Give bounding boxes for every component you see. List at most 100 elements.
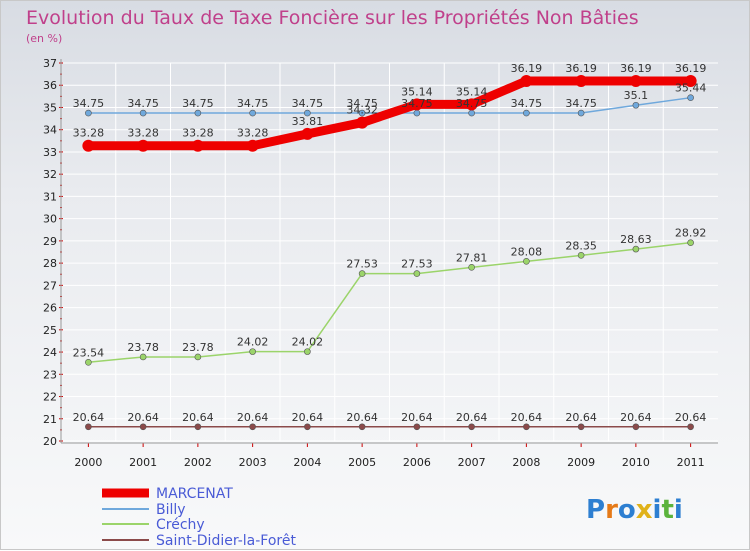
data-point [523, 423, 530, 431]
legend-label-cr-chy: Créchy [156, 517, 205, 533]
data-label: 27.53 [401, 258, 433, 271]
data-label: 20.64 [565, 411, 597, 424]
data-point [577, 252, 585, 259]
data-label: 33.81 [292, 115, 324, 128]
data-label: 23.78 [127, 341, 159, 354]
data-label: 36.19 [620, 62, 652, 75]
data-label: 34.75 [182, 97, 214, 110]
data-label: 33.28 [237, 127, 269, 140]
data-point [194, 423, 202, 431]
data-point [687, 423, 694, 431]
data-point [356, 116, 369, 129]
y-tick-label: 25 [43, 324, 57, 337]
data-label: 34.75 [565, 97, 597, 110]
data-label: 34.75 [346, 97, 378, 110]
data-point [82, 139, 95, 152]
data-point [632, 423, 640, 431]
y-tick-label: 36 [43, 79, 57, 92]
data-label: 23.54 [73, 346, 105, 359]
data-label: 20.64 [237, 411, 269, 424]
series-layer [82, 75, 697, 431]
logo-text: Proxiti [586, 495, 683, 525]
data-point [249, 109, 256, 117]
x-tick-label: 2009 [567, 456, 595, 469]
x-tick-label: 2001 [129, 456, 157, 469]
chart-title: Evolution du Taux de Taxe Foncière sur l… [26, 7, 639, 29]
data-point [468, 264, 475, 271]
series-saint-didier-la-for-t [85, 423, 694, 431]
data-label: 34.32 [346, 104, 378, 117]
data-point [358, 109, 366, 117]
data-label: 20.64 [182, 411, 214, 424]
data-labels: 34.75 34.75 34.75 34.75 34.75 34.75 34.75 34.75… [73, 62, 707, 424]
y-tick-label: 30 [43, 213, 57, 226]
data-point [629, 75, 642, 88]
data-label: 34.75 [73, 97, 105, 110]
y-tick-label: 33 [43, 146, 57, 159]
data-point [687, 94, 694, 101]
data-label: 34.75 [292, 97, 324, 110]
data-point [358, 423, 366, 431]
series-cr-chy [85, 239, 694, 366]
data-label: 28.63 [620, 233, 652, 246]
legend-label-billy: Billy [156, 502, 186, 518]
y-tick-label: 37 [43, 57, 57, 70]
data-label: 36.19 [675, 62, 707, 75]
series-line [88, 76, 691, 151]
data-point [358, 270, 366, 277]
y-tick-label: 35 [43, 101, 57, 114]
data-label: 20.64 [675, 411, 707, 424]
y-tick-label: 31 [43, 190, 57, 203]
data-point [413, 270, 421, 277]
data-point [632, 245, 640, 253]
data-label: 24.02 [237, 336, 269, 349]
data-point [468, 423, 475, 431]
data-point [246, 139, 259, 152]
data-label: 20.64 [511, 411, 543, 424]
data-label: 35.44 [675, 82, 707, 95]
data-point [249, 423, 256, 431]
data-point [413, 423, 421, 431]
data-point [139, 353, 147, 361]
data-point [468, 109, 475, 117]
data-label: 28.35 [565, 239, 597, 252]
data-point [194, 109, 202, 117]
data-point [191, 139, 204, 152]
x-tick-label: 2010 [622, 456, 650, 469]
y-tick-label: 27 [43, 279, 57, 292]
y-tick-label: 28 [43, 257, 57, 270]
series-line [88, 241, 691, 364]
data-label: 34.75 [456, 97, 488, 110]
data-label: 20.64 [620, 411, 652, 424]
x-tick-label: 2002 [184, 456, 212, 469]
data-label: 20.64 [401, 411, 433, 424]
data-point [687, 239, 694, 246]
data-point [577, 423, 585, 431]
legend-label-marcenat: MARCENAT [156, 486, 233, 502]
x-tick-label: 2003 [239, 456, 267, 469]
data-label: 35.14 [456, 85, 488, 98]
data-point [249, 348, 256, 355]
grid [61, 62, 718, 442]
y-tick-label: 20 [43, 435, 57, 448]
y-tick-label: 34 [43, 124, 57, 137]
data-label: 20.64 [127, 411, 159, 424]
data-label: 23.78 [182, 341, 214, 354]
data-point [85, 109, 92, 117]
data-point [577, 109, 585, 117]
data-point [304, 423, 311, 431]
data-label: 28.08 [511, 245, 543, 258]
data-point [520, 75, 533, 88]
y-tick-label: 23 [43, 368, 57, 381]
data-label: 34.75 [127, 97, 159, 110]
data-label: 20.64 [292, 411, 324, 424]
data-label: 34.75 [401, 97, 433, 110]
x-tick-label: 2011 [677, 456, 705, 469]
data-label: 36.19 [565, 62, 597, 75]
data-point [410, 98, 423, 111]
y-tick-label: 29 [43, 235, 57, 248]
x-tick-label: 2006 [403, 456, 431, 469]
data-point [684, 75, 697, 88]
data-label: 20.64 [346, 411, 378, 424]
